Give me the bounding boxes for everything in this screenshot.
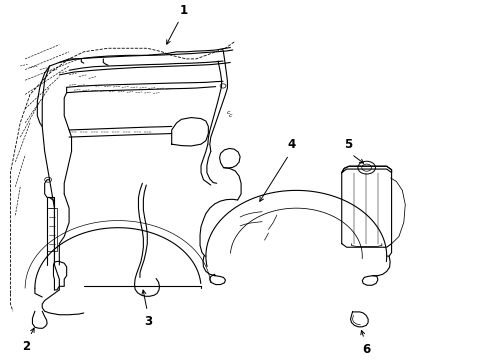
Text: 2: 2 [23, 339, 31, 353]
Text: 4: 4 [287, 138, 295, 150]
Text: 5: 5 [344, 138, 353, 150]
Text: 1: 1 [180, 4, 188, 17]
Text: c: c [226, 110, 230, 115]
Text: 3: 3 [144, 315, 152, 328]
Text: 6: 6 [362, 343, 370, 356]
Text: c: c [229, 113, 232, 118]
